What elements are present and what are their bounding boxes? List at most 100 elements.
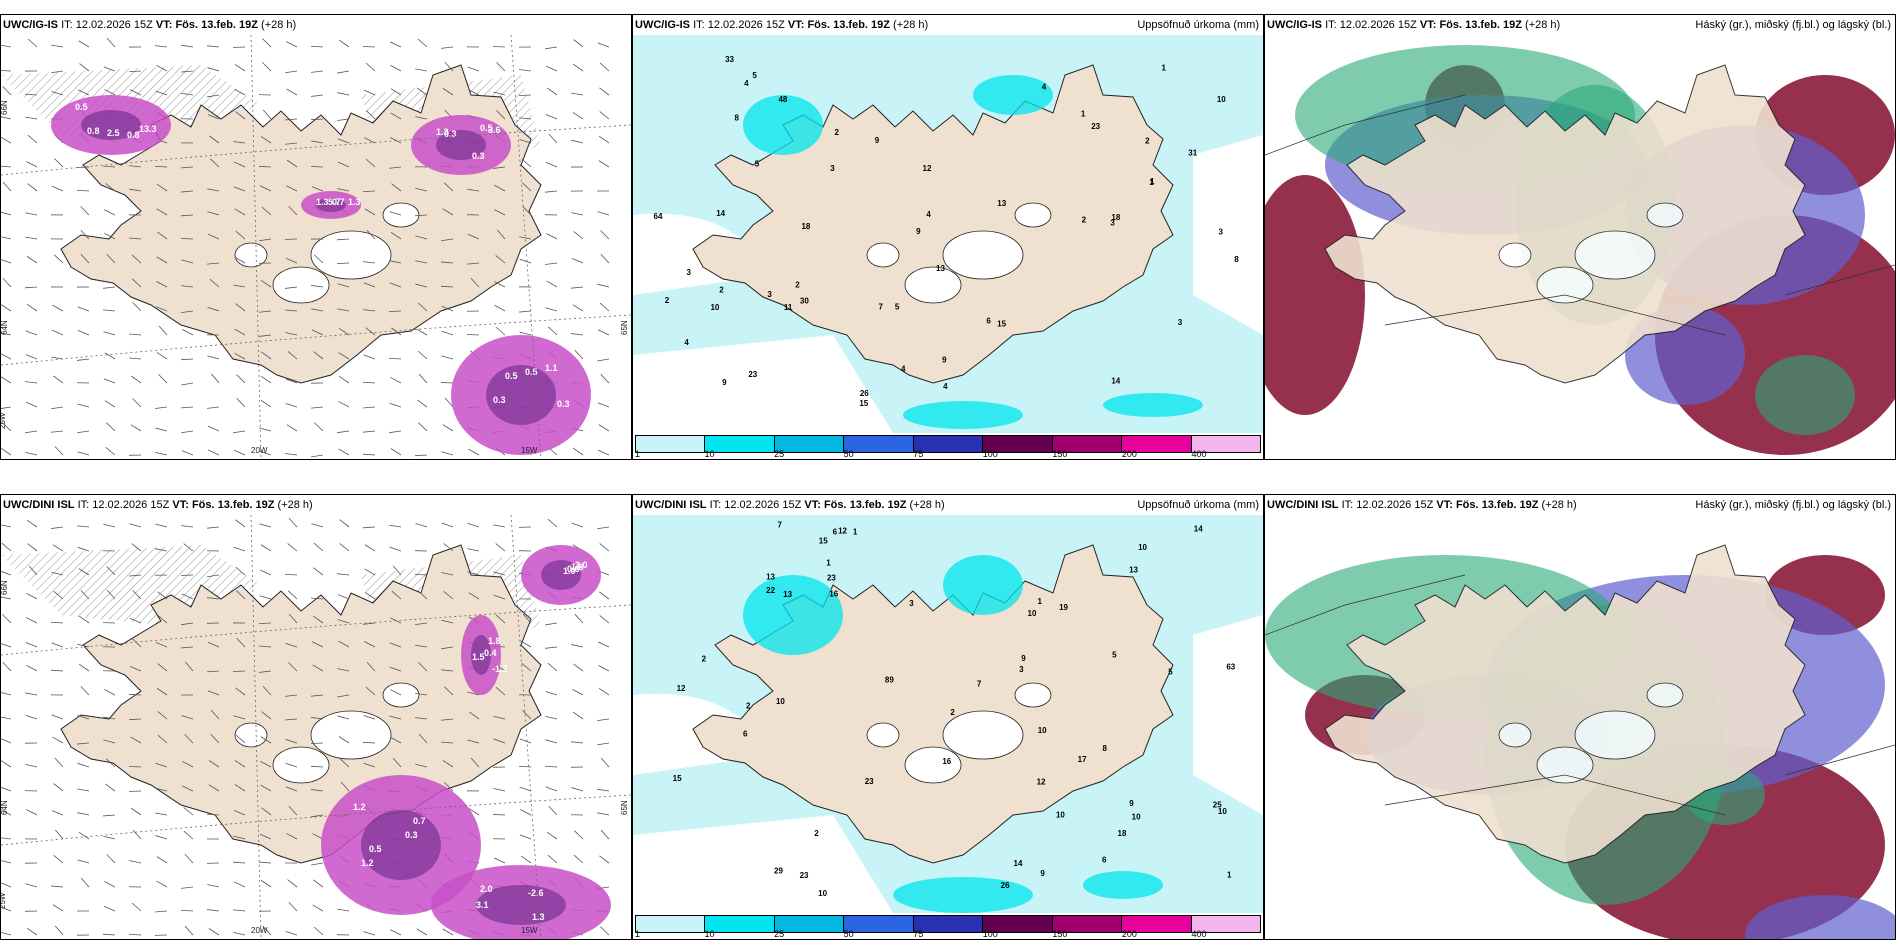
precip-value: 4 bbox=[943, 382, 948, 391]
value-label: 1.0 bbox=[563, 566, 576, 576]
wind-barb bbox=[311, 454, 324, 458]
wind-barb bbox=[207, 690, 220, 696]
longitude-label: 25W bbox=[1, 892, 7, 909]
wind-barb bbox=[155, 642, 168, 648]
wind-barb bbox=[363, 282, 376, 288]
wind-barb bbox=[520, 855, 532, 864]
wind-barb bbox=[129, 666, 142, 672]
wind-barb bbox=[545, 307, 558, 312]
value-label: 0.4 bbox=[484, 648, 497, 658]
issue-time: 12.02.2026 15Z bbox=[724, 499, 802, 511]
wind-barb bbox=[233, 141, 246, 144]
wind-barb bbox=[1, 738, 12, 744]
wind-barb bbox=[311, 406, 324, 409]
wind-barb bbox=[338, 352, 350, 360]
wind-barb bbox=[233, 430, 246, 434]
wind-barb bbox=[311, 308, 324, 312]
precip-value: 26 bbox=[1001, 881, 1010, 890]
wind-barb bbox=[1, 837, 12, 840]
glacier-area bbox=[234, 242, 268, 268]
legend-label: 10 bbox=[704, 929, 715, 939]
precip-value: 13 bbox=[766, 573, 775, 582]
wind-barb bbox=[207, 449, 220, 456]
value-label: 0.5 bbox=[369, 844, 382, 854]
precip-value: 15 bbox=[673, 774, 682, 783]
wind-barb bbox=[600, 829, 610, 840]
wind-barb bbox=[440, 382, 454, 384]
lead-time: (+28 h) bbox=[909, 499, 945, 511]
wind-barb bbox=[181, 93, 194, 96]
wind-barb bbox=[493, 524, 506, 528]
wind-barb bbox=[129, 188, 142, 192]
wind-barb bbox=[232, 670, 246, 673]
wind-barb bbox=[131, 543, 142, 552]
wind-barb bbox=[80, 877, 90, 888]
wind-barb bbox=[495, 326, 506, 336]
legend-label: 100 bbox=[982, 929, 998, 939]
wind-barb bbox=[495, 686, 506, 696]
glacier-area bbox=[234, 722, 268, 748]
wind-barb bbox=[336, 262, 350, 264]
wind-barb bbox=[80, 206, 90, 216]
wind-barb bbox=[494, 304, 506, 312]
value-label: 0.7 bbox=[413, 816, 426, 826]
wind-barb bbox=[288, 805, 298, 816]
valid-time: Fös. 13.feb. 19Z bbox=[1439, 19, 1522, 31]
wind-barb bbox=[27, 543, 38, 552]
wind-barb bbox=[310, 765, 324, 768]
precip-value: 10 bbox=[818, 889, 827, 898]
wind-barb bbox=[27, 183, 38, 192]
wind-barb bbox=[574, 830, 584, 840]
wind-barb bbox=[259, 595, 272, 600]
precip-value: 2 bbox=[1082, 215, 1087, 224]
wind-barb bbox=[259, 310, 272, 313]
wind-barb bbox=[51, 885, 64, 888]
wind-barb bbox=[313, 567, 324, 576]
precip-value: 5 bbox=[895, 302, 900, 311]
wind-barb bbox=[26, 927, 38, 936]
wind-barb bbox=[206, 813, 220, 816]
wind-barb bbox=[417, 350, 428, 360]
wind-barb bbox=[1, 760, 12, 768]
wind-barb bbox=[129, 357, 142, 360]
wind-barb bbox=[418, 373, 428, 384]
wind-barb bbox=[545, 786, 558, 792]
wind-barb bbox=[259, 670, 272, 673]
wind-barb bbox=[103, 309, 116, 312]
it-label: IT: bbox=[1325, 19, 1337, 31]
wind-barb bbox=[53, 375, 64, 384]
wind-barb bbox=[339, 758, 350, 768]
wind-barb bbox=[53, 590, 64, 600]
wind-barb bbox=[365, 686, 376, 696]
wind-barb bbox=[131, 278, 142, 288]
wind-barb bbox=[207, 597, 220, 600]
map-canvas bbox=[1265, 515, 1895, 939]
wind-barb bbox=[597, 42, 610, 48]
wind-barb bbox=[311, 329, 324, 336]
wind-barb bbox=[572, 447, 584, 456]
wind-barb bbox=[285, 70, 298, 74]
wind-barb bbox=[235, 111, 246, 120]
wind-barb bbox=[287, 590, 298, 600]
precip-value: 10 bbox=[1038, 726, 1047, 735]
panel-header: UWC/IG-IS IT: 12.02.2026 15Z VT: Fös. 13… bbox=[1, 15, 631, 35]
wind-barb bbox=[103, 286, 116, 289]
precip-core bbox=[316, 198, 346, 212]
wind-barb bbox=[156, 183, 168, 192]
wind-barb bbox=[261, 711, 272, 720]
wind-barb bbox=[388, 310, 402, 313]
wind-barb bbox=[259, 645, 272, 648]
wind-barb bbox=[78, 568, 90, 576]
wind-barb bbox=[234, 784, 246, 792]
wind-barb bbox=[234, 64, 246, 72]
value-label: 1.3 bbox=[348, 197, 361, 207]
wind-barb bbox=[547, 518, 558, 528]
graticule-line bbox=[510, 515, 542, 939]
wind-barb bbox=[337, 908, 350, 912]
wind-barb bbox=[1, 809, 12, 816]
wind-barb bbox=[337, 573, 350, 576]
wind-barb bbox=[233, 835, 246, 840]
precip-value: 15 bbox=[859, 399, 868, 408]
wind-barb bbox=[493, 857, 506, 864]
wind-barb bbox=[288, 662, 298, 672]
